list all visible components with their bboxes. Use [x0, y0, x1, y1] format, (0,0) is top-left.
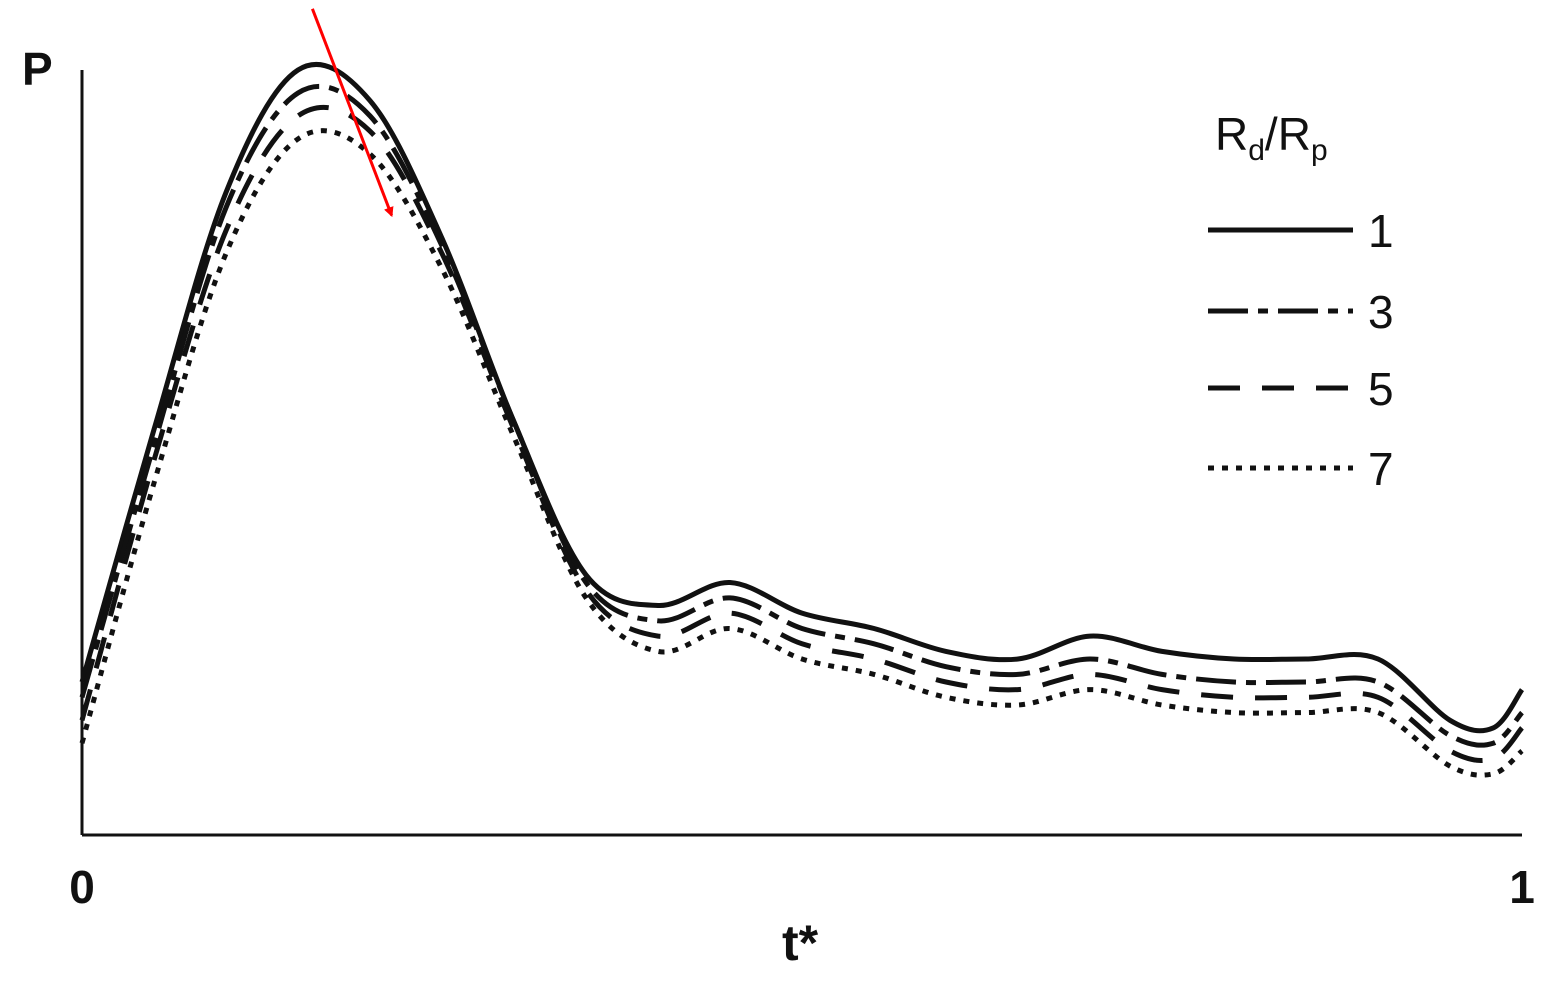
- series-line-1: [79, 62, 1525, 734]
- legend-label-3: 3: [1368, 286, 1394, 338]
- annotation-arrow: [310, 8, 394, 218]
- series-line-3: [79, 83, 1524, 748]
- y-axis-label: P: [22, 43, 53, 95]
- x-tick-label-0: 0: [69, 861, 95, 913]
- legend-label-7: 7: [1368, 443, 1394, 495]
- legend: Rd/Rp 1 3 5 7: [1208, 108, 1394, 495]
- legend-label-5: 5: [1368, 363, 1394, 415]
- x-axis-label: t*: [782, 915, 819, 971]
- legend-title: Rd/Rp: [1215, 108, 1328, 167]
- series-group: [79, 62, 1525, 778]
- series-line-5: [79, 104, 1524, 763]
- legend-label-1: 1: [1368, 205, 1394, 257]
- x-tick-label-1: 1: [1509, 861, 1535, 913]
- series-line-7: [79, 128, 1524, 778]
